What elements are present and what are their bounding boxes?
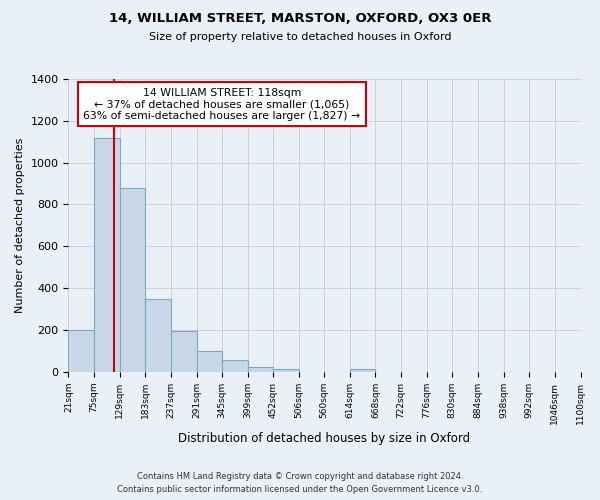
Bar — [350, 370, 376, 372]
Bar — [248, 367, 273, 372]
Text: 14, WILLIAM STREET, MARSTON, OXFORD, OX3 0ER: 14, WILLIAM STREET, MARSTON, OXFORD, OX3… — [109, 12, 491, 26]
Bar — [197, 351, 222, 372]
Text: 14 WILLIAM STREET: 118sqm
← 37% of detached houses are smaller (1,065)
63% of se: 14 WILLIAM STREET: 118sqm ← 37% of detac… — [83, 88, 361, 121]
Bar — [222, 360, 248, 372]
Bar — [145, 298, 171, 372]
Text: Contains HM Land Registry data © Crown copyright and database right 2024.
Contai: Contains HM Land Registry data © Crown c… — [118, 472, 482, 494]
Bar — [273, 368, 299, 372]
Text: Size of property relative to detached houses in Oxford: Size of property relative to detached ho… — [149, 32, 451, 42]
Bar — [171, 331, 197, 372]
Bar — [119, 188, 145, 372]
Y-axis label: Number of detached properties: Number of detached properties — [15, 138, 25, 313]
X-axis label: Distribution of detached houses by size in Oxford: Distribution of detached houses by size … — [178, 432, 470, 445]
Bar — [68, 330, 94, 372]
Bar — [94, 138, 119, 372]
